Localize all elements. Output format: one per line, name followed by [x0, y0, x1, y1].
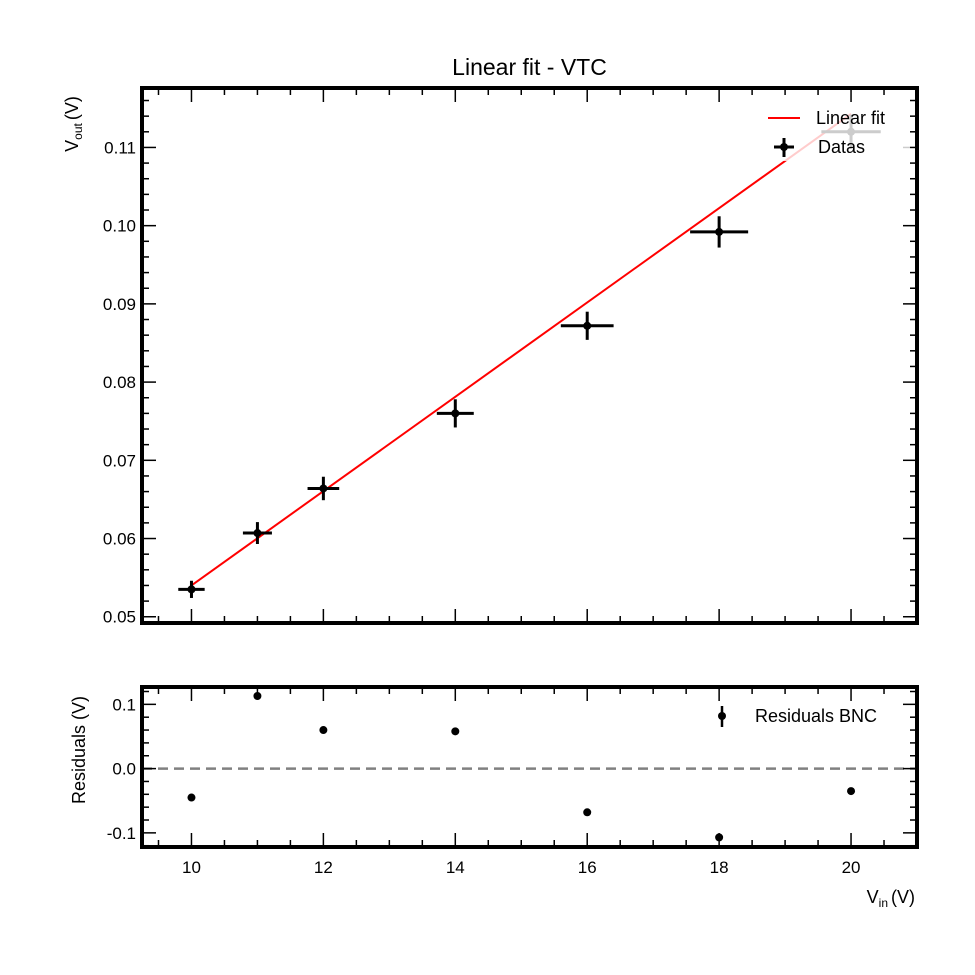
- legend-datas-marker: [774, 138, 794, 157]
- y-tick-label: 0.09: [103, 295, 136, 314]
- residual-point: [451, 727, 460, 736]
- residual-point: [847, 787, 856, 796]
- main-plot-tick-labels: 0.05 0.06 0.07 0.08 0.09 0.10 0.11: [103, 138, 136, 626]
- residual-point: [319, 726, 328, 735]
- residual-point: [583, 808, 592, 817]
- residuals-y-tick-label: 0.0: [112, 760, 136, 779]
- linear-fit-line: [190, 112, 852, 587]
- residuals-y-axis-label: Residuals (V): [69, 696, 89, 804]
- data-point: [690, 216, 749, 248]
- data-point: [560, 311, 614, 340]
- y-axis-label: Vout (V): [62, 96, 85, 152]
- data-marker: [319, 484, 328, 493]
- data-point: [436, 399, 474, 428]
- x-tick-label: 20: [842, 858, 861, 877]
- residuals-legend: Residuals BNC: [718, 706, 877, 727]
- legend-residuals-marker: [718, 706, 726, 727]
- y-tick-label: 0.05: [103, 608, 136, 627]
- main-plot-panel: 0.05 0.06 0.07 0.08 0.09 0.10 0.11 Linear fit …: [62, 54, 919, 627]
- main-plot-legend: Linear fit Datas: [760, 103, 910, 161]
- residuals-ticks: [142, 687, 917, 847]
- data-point: [307, 476, 340, 501]
- y-tick-label: 0.10: [103, 217, 136, 236]
- data-point: [242, 522, 272, 545]
- main-plot-data-layer: [178, 112, 881, 598]
- residuals-tick-labels: -0.1 0.0 0.1 10 12 14 16 18 20: [107, 695, 861, 877]
- y-tick-label: 0.06: [103, 530, 136, 549]
- x-tick-label: 18: [710, 858, 729, 877]
- legend-residuals-label: Residuals BNC: [755, 706, 877, 726]
- y-tick-label: 0.07: [103, 451, 136, 470]
- chart-title: Linear fit - VTC: [452, 54, 607, 80]
- x-tick-label: 12: [314, 858, 333, 877]
- residuals-y-tick-label: 0.1: [112, 695, 136, 714]
- x-tick-label: 14: [446, 858, 465, 877]
- data-marker: [253, 529, 262, 538]
- y-axis-label-subscript: out: [71, 122, 85, 139]
- residual-point: [187, 793, 196, 802]
- x-axis-label-subscript: in: [879, 896, 888, 910]
- x-axis-label-main: V: [867, 887, 879, 907]
- data-marker: [715, 227, 724, 236]
- x-tick-label: 16: [578, 858, 597, 877]
- y-axis-label-main: V: [62, 140, 82, 152]
- data-point: [178, 580, 205, 598]
- legend-linear-fit-label: Linear fit: [816, 108, 885, 128]
- legend-residual-marker: [718, 712, 726, 720]
- main-plot-frame: [140, 86, 919, 625]
- y-tick-label: 0.11: [104, 138, 136, 157]
- residuals-panel: -0.1 0.0 0.1 10 12 14 16 18 20 Residuals (V) Vin…: [69, 685, 919, 910]
- residuals-data-layer: [142, 691, 917, 842]
- data-marker: [451, 409, 460, 418]
- x-axis-label: Vin (V): [867, 887, 915, 910]
- residual-point: [253, 691, 262, 700]
- legend-datas-label: Datas: [818, 137, 865, 157]
- data-marker: [187, 585, 196, 594]
- legend-marker: [780, 143, 788, 151]
- y-axis-label-unit: (V): [62, 96, 82, 120]
- x-axis-label-unit: (V): [891, 887, 915, 907]
- residuals-plot-frame: [140, 685, 919, 849]
- data-marker: [583, 321, 592, 330]
- residuals-y-tick-label: -0.1: [107, 824, 136, 843]
- x-tick-label: 10: [182, 858, 201, 877]
- y-tick-label: 0.08: [103, 373, 136, 392]
